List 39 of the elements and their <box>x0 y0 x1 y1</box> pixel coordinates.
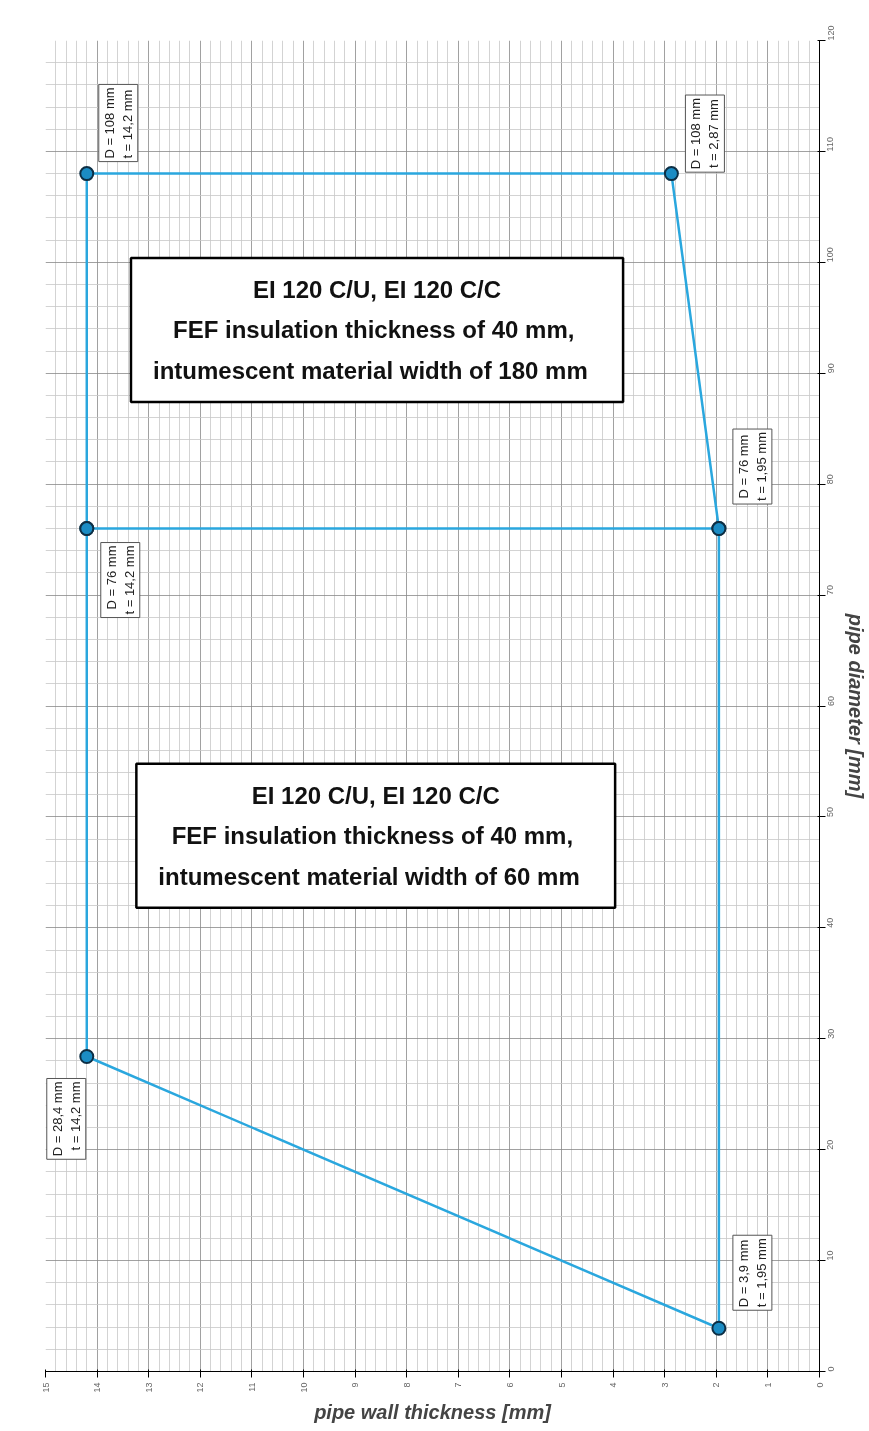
y-tick-label: 50 <box>825 806 836 817</box>
y-tick-label: 80 <box>825 474 836 485</box>
y-tick-label: 100 <box>825 247 836 263</box>
x-tick-label: 8 <box>401 1382 412 1388</box>
annotation: D = 76 mm t = 1,95 mm <box>735 432 769 502</box>
y-tick-label: 60 <box>825 695 836 706</box>
x-tick-label: 5 <box>556 1382 567 1388</box>
y-tick-label: 0 <box>825 1366 836 1372</box>
y-tick-label: 20 <box>825 1139 836 1150</box>
y-tick-label: 120 <box>825 25 836 41</box>
y-axis-title: pipe diameter [mm] <box>844 612 867 800</box>
annotation: D = 3,9 mm t = 1,95 mm <box>735 1238 769 1308</box>
x-tick-label: 14 <box>92 1382 103 1393</box>
x-tick-label: 11 <box>246 1382 257 1392</box>
annotation: D = 108 mm t = 2,87 mm <box>688 98 722 170</box>
y-tick-label: 10 <box>825 1250 836 1261</box>
x-tick-label: 12 <box>195 1382 206 1393</box>
annotation: EI 120 C/U, EI 120 C/C FEF insulation thickness of 40 mm, intumescent material width of 180 mm <box>152 275 588 384</box>
x-tick-label: 4 <box>608 1382 619 1388</box>
x-tick-label: 2 <box>711 1382 722 1388</box>
y-tick-label: 90 <box>825 363 836 374</box>
x-tick-label: 6 <box>504 1382 515 1388</box>
annotation: EI 120 C/U, EI 120 C/C FEF insulation thickness of 40 mm, intumescent material width of 60 mm <box>158 781 580 890</box>
y-tick-label: 110 <box>825 137 836 152</box>
x-tick-label: 13 <box>143 1382 154 1393</box>
x-tick-label: 1 <box>762 1382 773 1388</box>
annotation: D = 28,4 mm t = 14,2 mm <box>49 1081 83 1157</box>
x-tick-label: 7 <box>453 1382 464 1388</box>
x-tick-label: 3 <box>659 1382 670 1388</box>
x-tick-label: 9 <box>350 1382 361 1388</box>
x-tick-label: 0 <box>814 1382 825 1388</box>
annotation: D = 108 mm t = 14,2 mm <box>101 87 135 159</box>
y-tick-label: 40 <box>825 917 836 928</box>
y-tick-label: 30 <box>825 1028 836 1039</box>
annotation: D = 76 mm t = 14,2 mm <box>103 545 137 615</box>
y-tick-label: 70 <box>825 585 836 596</box>
x-tick-label: 10 <box>298 1382 309 1393</box>
x-tick-label: 15 <box>40 1382 51 1393</box>
x-axis-title: pipe wall thickness [mm] <box>313 1400 553 1423</box>
